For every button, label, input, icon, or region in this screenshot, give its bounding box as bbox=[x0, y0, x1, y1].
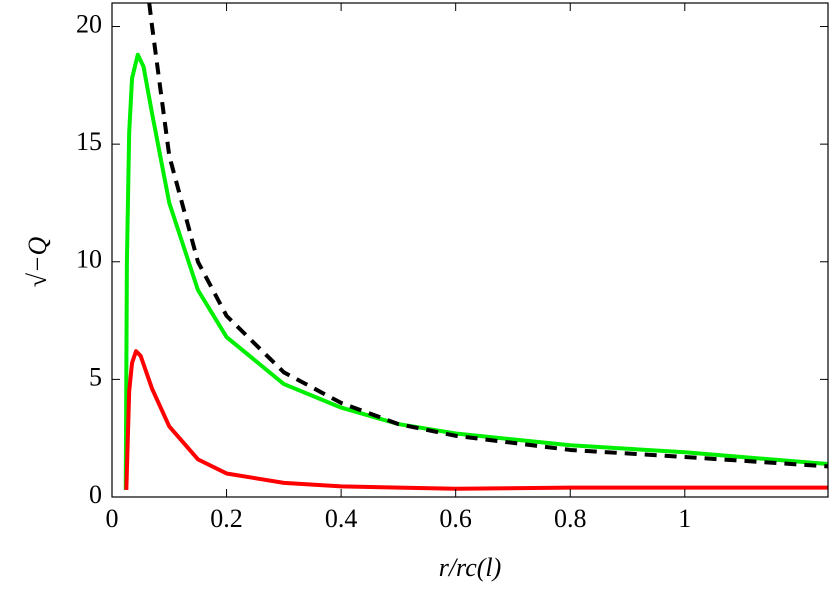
y-tick-label: 15 bbox=[76, 127, 102, 156]
x-tick-label: 1 bbox=[678, 504, 691, 533]
series-line bbox=[147, 3, 828, 469]
x-tick-label: 0.2 bbox=[210, 504, 243, 533]
x-tick-label: 0.4 bbox=[325, 504, 358, 533]
y-tick-label: 10 bbox=[76, 245, 102, 274]
series-line bbox=[123, 52, 828, 490]
x-tick-label: 0 bbox=[106, 504, 119, 533]
plot-area bbox=[123, 3, 828, 491]
axes-frame bbox=[111, 2, 829, 498]
x-axis-label: r/rc(l) bbox=[439, 553, 502, 582]
y-tick-label: 5 bbox=[89, 362, 102, 391]
y-tick-label: 20 bbox=[76, 9, 102, 38]
y-axis-label: √−Q bbox=[23, 236, 52, 287]
series-line bbox=[124, 349, 828, 491]
x-tick-label: 0.8 bbox=[554, 504, 587, 533]
x-tick-label: 0.6 bbox=[439, 504, 472, 533]
y-tick-label: 0 bbox=[89, 480, 102, 509]
